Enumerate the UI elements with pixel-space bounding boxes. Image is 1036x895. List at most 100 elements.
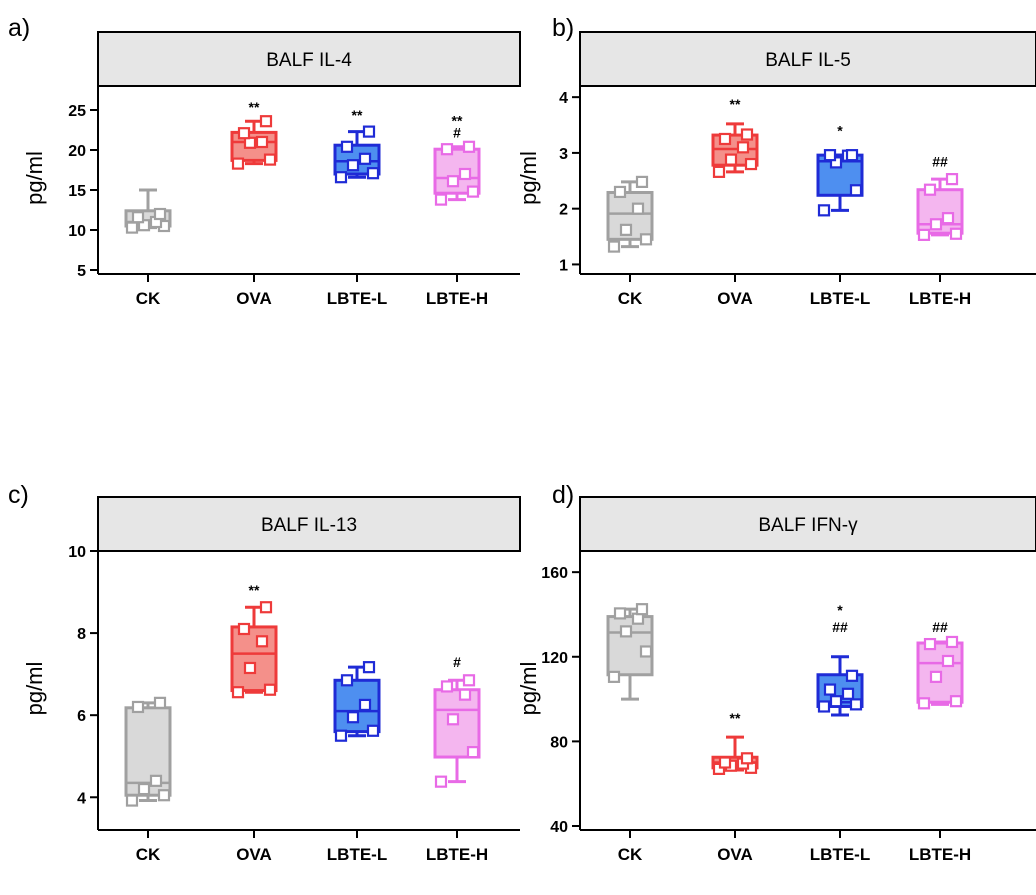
panel-title: BALF IL-5 xyxy=(765,50,851,71)
data-point xyxy=(949,695,963,708)
data-point xyxy=(718,132,732,146)
box-ova xyxy=(711,735,759,775)
y-tick-label: 20 xyxy=(68,143,86,160)
data-point xyxy=(334,171,348,184)
x-category-label: CK xyxy=(618,289,643,308)
x-category-label: OVA xyxy=(717,289,753,308)
y-tick-label: 2 xyxy=(559,202,568,219)
box-iqr xyxy=(333,678,381,734)
data-point xyxy=(434,775,448,788)
data-point xyxy=(346,159,360,172)
data-point xyxy=(263,153,277,166)
data-point xyxy=(243,136,257,149)
significance-label: ** xyxy=(730,710,741,726)
data-point xyxy=(346,711,360,724)
data-point xyxy=(941,212,955,225)
data-point xyxy=(231,157,245,170)
data-point xyxy=(639,233,653,246)
significance-label: ** xyxy=(352,107,363,123)
data-point xyxy=(137,782,151,796)
x-category-label: CK xyxy=(136,289,161,308)
box-lbte-l xyxy=(816,149,864,217)
box-iqr xyxy=(124,706,172,797)
panel-d: d) BALF IFN-γ 40 80 120 160 pg/ml CK OVA LBTE-L LB… xyxy=(516,481,1036,864)
x-category-label: OVA xyxy=(236,845,272,864)
data-point xyxy=(149,774,163,787)
significance-label: ## xyxy=(832,619,848,635)
x-category-label: LBTE-L xyxy=(327,845,387,864)
data-point xyxy=(125,221,139,234)
data-point xyxy=(458,688,472,701)
data-point xyxy=(917,228,931,241)
box-lbte-h xyxy=(433,674,481,788)
data-point xyxy=(923,183,937,196)
data-point xyxy=(949,227,963,240)
data-point xyxy=(153,207,167,221)
box-lbte-h xyxy=(433,140,481,206)
y-tick-label: 10 xyxy=(68,544,86,561)
significance-label: ** xyxy=(249,582,260,598)
data-point xyxy=(613,607,627,620)
data-point xyxy=(458,167,472,181)
panel-title: BALF IL-13 xyxy=(261,515,357,536)
data-point xyxy=(635,603,649,616)
data-point xyxy=(923,637,937,651)
data-point xyxy=(607,240,621,253)
y-tick-label: 25 xyxy=(68,103,86,120)
panel-letter: b) xyxy=(552,14,574,42)
data-point xyxy=(466,746,480,759)
y-tick-label: 10 xyxy=(68,223,86,240)
data-point xyxy=(849,698,863,711)
y-tick-label: 8 xyxy=(77,626,86,643)
data-point xyxy=(639,645,653,658)
panel-a: a) BALF IL-4 5 10 15 20 25 pg/ml CK OVA LBTE-L LBTE… xyxy=(8,14,521,308)
data-point xyxy=(231,686,245,699)
strip-header xyxy=(97,31,521,87)
data-point xyxy=(358,698,372,712)
significance-label: ## xyxy=(932,153,948,169)
data-point xyxy=(362,661,376,674)
box-ck xyxy=(606,175,654,253)
box-ova xyxy=(711,122,759,178)
panel-letter: a) xyxy=(8,14,30,42)
data-point xyxy=(945,635,959,649)
data-point xyxy=(635,175,649,189)
x-category-label: OVA xyxy=(717,845,753,864)
data-point xyxy=(929,670,943,683)
data-point xyxy=(718,756,732,769)
y-tick-label: 40 xyxy=(550,819,568,836)
data-point xyxy=(243,661,257,675)
y-tick-label: 80 xyxy=(550,734,568,751)
data-point xyxy=(237,127,251,140)
data-point xyxy=(263,683,277,696)
data-point xyxy=(340,140,354,153)
y-tick-label: 5 xyxy=(77,263,86,280)
y-tick-label: 6 xyxy=(77,708,86,725)
box-lbte-h xyxy=(916,173,964,241)
data-point xyxy=(724,153,738,166)
significance-label: # xyxy=(453,124,461,140)
y-tick-label: 1 xyxy=(559,257,568,274)
y-tick-label: 160 xyxy=(541,565,568,582)
data-point xyxy=(157,789,171,802)
significance-label: ** xyxy=(249,99,260,115)
data-point xyxy=(736,141,750,154)
x-category-label: OVA xyxy=(236,289,272,308)
data-point xyxy=(131,700,145,714)
data-point xyxy=(631,202,645,215)
y-tick-label: 4 xyxy=(77,790,86,807)
data-point xyxy=(131,211,145,224)
data-point xyxy=(744,157,758,171)
x-category-label: LBTE-L xyxy=(810,845,870,864)
x-category-label: LBTE-H xyxy=(426,845,488,864)
strip-header xyxy=(579,31,1036,87)
box-lbte-h xyxy=(916,635,964,710)
data-point xyxy=(817,204,831,217)
box-ck xyxy=(124,696,172,807)
strip-header xyxy=(579,496,1036,552)
data-point xyxy=(358,152,372,165)
y-tick-label: 4 xyxy=(559,90,568,107)
x-category-label: LBTE-L xyxy=(810,289,870,308)
data-point xyxy=(823,149,837,162)
